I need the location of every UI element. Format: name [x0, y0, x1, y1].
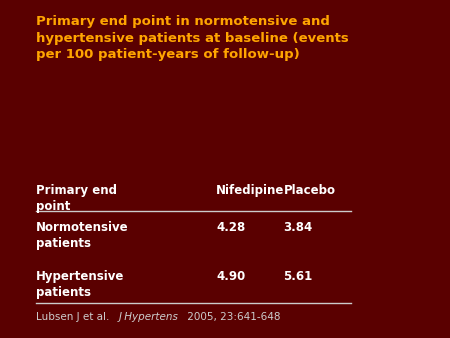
Text: Lubsen J et al.: Lubsen J et al. — [36, 312, 112, 322]
Text: 5.61: 5.61 — [284, 270, 313, 283]
Text: Primary end point in normotensive and
hypertensive patients at baseline (events
: Primary end point in normotensive and hy… — [36, 15, 349, 61]
Text: 4.28: 4.28 — [216, 221, 245, 234]
Text: Primary end
point: Primary end point — [36, 184, 117, 213]
Text: J Hypertens: J Hypertens — [118, 312, 178, 322]
Text: 4.90: 4.90 — [216, 270, 245, 283]
Text: Nifedipine: Nifedipine — [216, 184, 284, 197]
Text: 3.84: 3.84 — [284, 221, 313, 234]
Text: Hypertensive
patients: Hypertensive patients — [36, 270, 124, 299]
Text: 2005, 23:641-648: 2005, 23:641-648 — [184, 312, 280, 322]
Text: Placebo: Placebo — [284, 184, 336, 197]
Text: Normotensive
patients: Normotensive patients — [36, 221, 129, 250]
